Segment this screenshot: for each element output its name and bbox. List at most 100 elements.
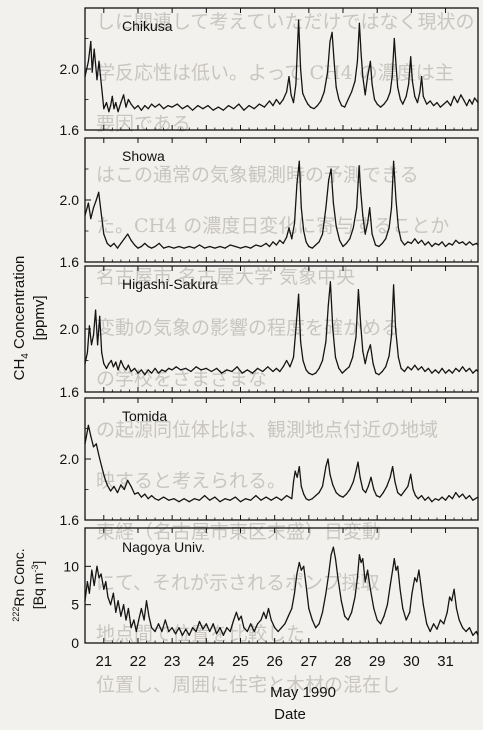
data-point xyxy=(108,111,110,113)
data-point xyxy=(453,95,455,97)
data-point xyxy=(412,488,414,491)
data-point xyxy=(120,484,122,486)
data-point xyxy=(399,588,401,590)
y-tick-label: 1.6 xyxy=(60,254,80,270)
data-point xyxy=(157,623,160,625)
data-point xyxy=(397,86,399,88)
data-point xyxy=(113,242,115,244)
background-text-line: 位置し、周囲に住宅と木材の混在し xyxy=(96,674,400,696)
data-point xyxy=(360,191,362,193)
data-point xyxy=(291,498,293,500)
data-point xyxy=(217,106,219,108)
data-point xyxy=(123,94,125,96)
data-point xyxy=(198,620,201,623)
data-point xyxy=(439,106,441,108)
data-point xyxy=(87,424,89,426)
data-point xyxy=(355,336,357,338)
data-point xyxy=(424,499,426,501)
data-point xyxy=(161,630,163,633)
data-point xyxy=(397,565,399,567)
data-point xyxy=(255,244,257,246)
data-point xyxy=(123,488,125,491)
data-point xyxy=(280,499,283,501)
data-point xyxy=(115,102,117,104)
data-point xyxy=(226,627,228,629)
data-point xyxy=(268,100,271,102)
radon-panel: 0 5 10 21 22 23 24 25 26 27 28 29 30 31 Nagoya Univ. xyxy=(63,527,479,670)
data-point xyxy=(275,496,277,498)
data-point xyxy=(352,356,354,358)
data-point xyxy=(151,372,153,374)
chart-panels: 1.6 2.0 Chikusa 1.6 2.0 Showa 1.6 2.0 Higashi-Sa… xyxy=(60,7,479,670)
data-point xyxy=(246,630,248,633)
data-point xyxy=(410,56,412,58)
data-point xyxy=(446,100,448,102)
data-point xyxy=(392,569,394,571)
data-point xyxy=(339,239,341,241)
data-point xyxy=(321,485,324,487)
data-point xyxy=(344,106,346,108)
data-point xyxy=(158,103,160,105)
data-point xyxy=(451,498,453,500)
data-point xyxy=(419,91,421,93)
data-point xyxy=(216,633,218,635)
data-point xyxy=(458,619,460,621)
ch4-ylabel-rest: Concentration xyxy=(11,256,28,354)
data-point xyxy=(364,581,366,583)
data-point xyxy=(168,499,170,501)
data-point xyxy=(151,103,153,105)
data-point xyxy=(95,309,97,311)
data-point xyxy=(371,233,373,235)
data-point xyxy=(393,558,395,560)
data-point xyxy=(258,103,260,105)
data-point xyxy=(164,370,166,373)
series-line xyxy=(84,281,479,376)
data-point xyxy=(274,627,276,629)
data-point xyxy=(349,238,351,240)
data-point xyxy=(286,236,288,238)
data-point xyxy=(127,479,129,481)
data-point xyxy=(351,611,353,613)
data-point xyxy=(477,102,479,104)
data-point xyxy=(120,102,122,104)
data-point xyxy=(468,98,471,101)
data-point xyxy=(84,214,86,217)
y-tick-label: 0 xyxy=(71,635,79,651)
ch4-panel: 1.6 2.0 Tomida xyxy=(60,397,479,528)
data-point xyxy=(294,470,296,472)
data-point xyxy=(305,584,307,587)
data-point xyxy=(329,281,331,283)
data-point xyxy=(468,241,471,243)
data-point xyxy=(462,366,464,368)
data-point xyxy=(382,492,384,494)
data-point xyxy=(292,481,295,483)
data-point xyxy=(304,98,306,101)
x-tick-label: 28 xyxy=(335,653,352,670)
data-point xyxy=(358,22,360,24)
data-point xyxy=(328,179,330,181)
data-point xyxy=(347,98,349,101)
data-point xyxy=(90,344,93,346)
background-text-line: 名古屋市 名古屋大学 気象中央 xyxy=(96,266,355,288)
data-point xyxy=(214,247,216,249)
data-point xyxy=(222,109,224,111)
data-point xyxy=(327,458,329,460)
data-point xyxy=(360,561,362,564)
x-tick-label: 23 xyxy=(164,653,181,670)
data-point xyxy=(410,473,412,475)
data-point xyxy=(175,366,177,368)
data-point xyxy=(120,359,122,362)
background-text-line: 東経（名古屋市東区末盛）日変動 xyxy=(96,521,381,543)
data-point xyxy=(286,359,288,362)
series-line xyxy=(84,546,479,636)
data-point xyxy=(427,496,429,498)
data-point xyxy=(117,111,119,113)
data-point xyxy=(438,372,440,374)
data-point xyxy=(433,623,435,625)
data-point xyxy=(431,245,433,248)
data-point xyxy=(92,446,95,448)
y-tick-label: 5 xyxy=(71,597,79,613)
ch4-panel: 1.6 2.0 Showa xyxy=(60,137,479,270)
data-point xyxy=(144,242,146,244)
data-point xyxy=(272,241,274,243)
